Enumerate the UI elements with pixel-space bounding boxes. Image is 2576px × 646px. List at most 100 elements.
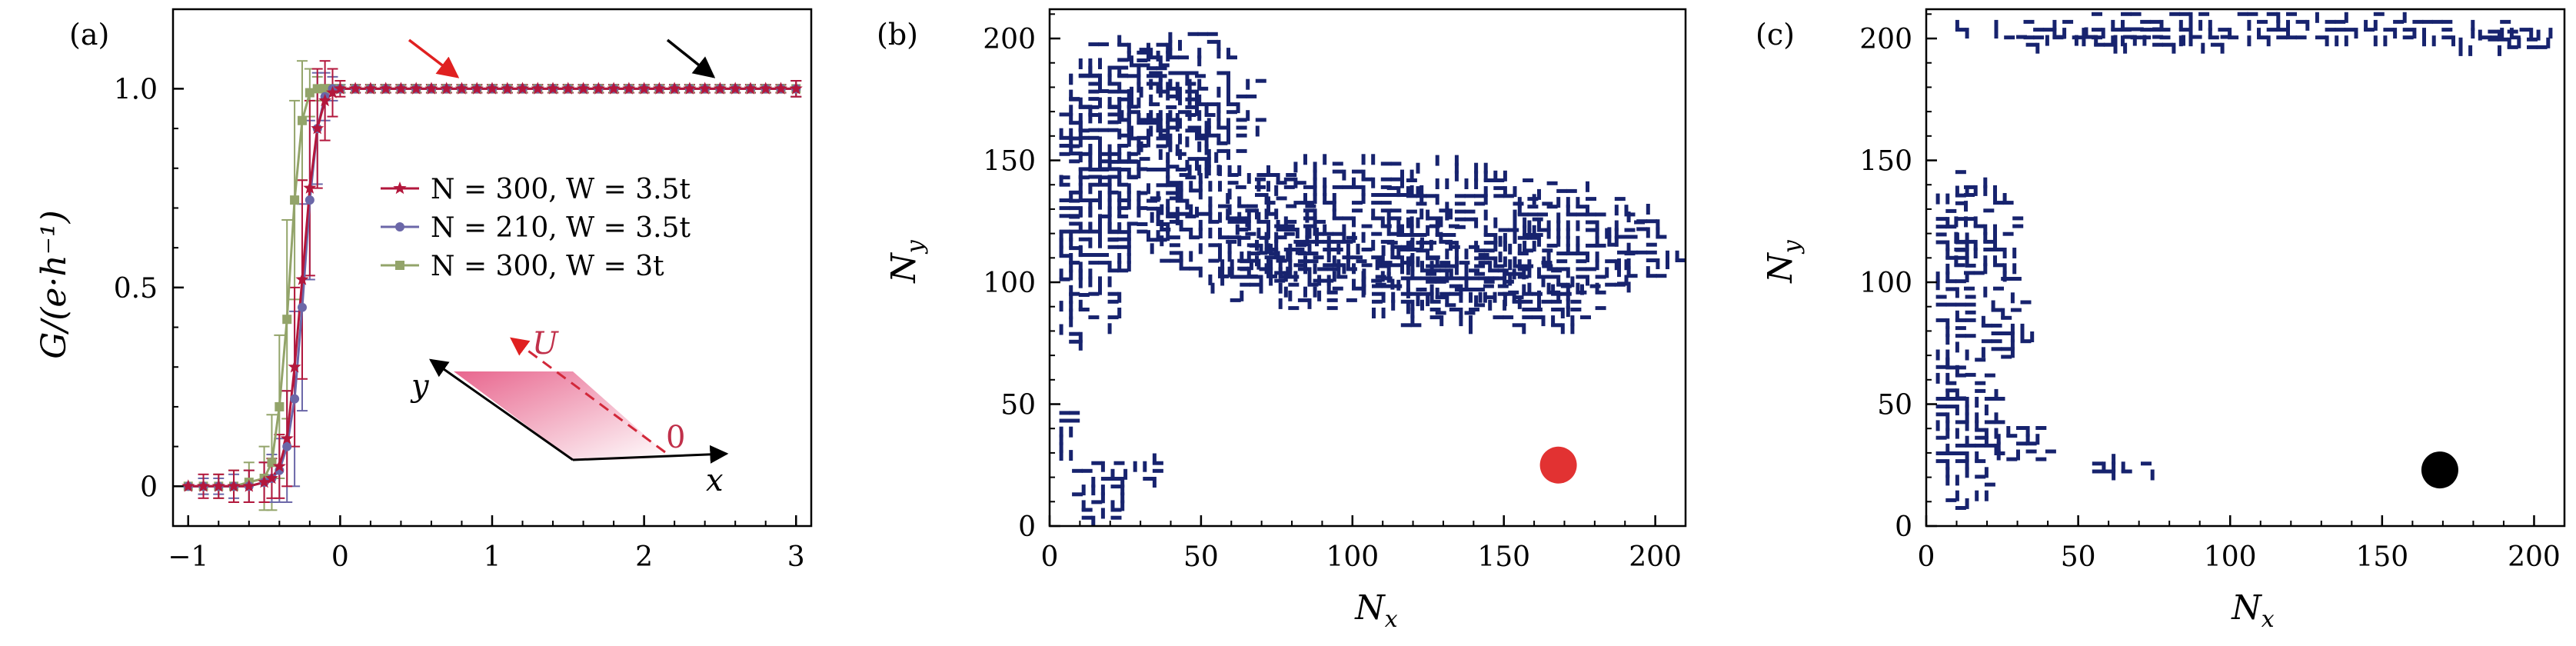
- cluster-site: [2142, 35, 2147, 46]
- cluster-site: [1435, 295, 1446, 300]
- cluster-site: [1361, 185, 1366, 196]
- cluster-site: [1626, 266, 1631, 278]
- cluster-site: [2188, 19, 2193, 31]
- cluster-site: [1276, 235, 1287, 240]
- y-axis-label-a: G/(e·h⁻¹): [35, 210, 74, 359]
- cluster-site: [2006, 434, 2018, 438]
- cluster-site: [1137, 167, 1148, 171]
- cluster-site: [1179, 266, 1190, 271]
- cluster-site: [1179, 258, 1183, 270]
- cluster-site: [2052, 19, 2057, 31]
- cluster-site: [1117, 128, 1122, 140]
- cluster-site: [1381, 245, 1386, 256]
- cluster-site: [1493, 315, 1504, 320]
- cluster-site: [1149, 78, 1153, 90]
- cluster-site: [1498, 251, 1503, 263]
- cluster-site: [1274, 185, 1279, 196]
- cluster-site: [1178, 118, 1182, 129]
- cluster-site: [1255, 208, 1259, 220]
- cluster-site: [1278, 282, 1283, 294]
- cluster-site: [1166, 168, 1170, 178]
- cluster-site: [1342, 239, 1353, 244]
- cluster-site: [1429, 284, 1434, 295]
- cluster-site: [2208, 19, 2212, 31]
- cluster-site: [1617, 235, 1628, 239]
- cluster-site: [1204, 136, 1209, 148]
- cluster-site: [1576, 267, 1587, 271]
- cluster-site: [1346, 267, 1357, 271]
- cluster-site: [1945, 217, 1950, 228]
- cluster-site: [1975, 397, 1979, 408]
- cluster-site: [1246, 251, 1251, 262]
- cluster-site: [1464, 279, 1469, 291]
- cluster-site: [1127, 105, 1138, 109]
- cluster-site: [2393, 28, 2398, 39]
- cluster-site: [1945, 287, 1957, 291]
- cluster-site: [1656, 274, 1667, 278]
- cluster-site: [1551, 308, 1563, 311]
- red-arrow: [408, 38, 460, 78]
- cluster-site: [1069, 246, 1080, 251]
- cluster-site: [1189, 188, 1200, 193]
- cluster-site: [1372, 284, 1383, 288]
- cluster-site: [1537, 220, 1541, 231]
- cluster-site: [1410, 291, 1422, 296]
- cluster-site: [2152, 27, 2164, 32]
- cluster-site: [1107, 175, 1119, 179]
- cluster-site: [1993, 239, 1997, 251]
- legend-marker-3: [395, 261, 404, 270]
- cluster-site: [2121, 19, 2125, 31]
- cluster-site: [1117, 97, 1129, 102]
- cluster-site: [1208, 196, 1213, 208]
- cluster-site: [2471, 19, 2475, 31]
- cluster-site: [1576, 220, 1580, 231]
- cluster-site: [1459, 261, 1470, 265]
- cluster-site: [1166, 50, 1170, 62]
- cluster-site: [1527, 282, 1532, 294]
- cluster-site: [1975, 443, 1986, 448]
- cluster-site: [1187, 71, 1199, 75]
- cluster-site: [1390, 177, 1402, 181]
- cluster-site: [1493, 256, 1498, 268]
- cluster-site: [1307, 259, 1319, 264]
- cluster-site: [1617, 250, 1628, 255]
- cluster-site: [2062, 28, 2067, 39]
- cluster-site: [2016, 426, 2027, 430]
- cluster-site: [1965, 310, 1976, 315]
- cluster-site: [1069, 426, 1073, 438]
- cluster-site: [1107, 315, 1119, 320]
- cluster-site: [1169, 196, 1180, 201]
- cluster-site: [1323, 231, 1334, 236]
- cluster-site: [1313, 193, 1317, 204]
- inset-y-axis: [429, 358, 574, 461]
- cluster-site: [1315, 219, 1326, 224]
- cluster-site: [1178, 148, 1182, 160]
- cluster-site: [1483, 178, 1495, 182]
- cluster-site: [1139, 63, 1150, 68]
- cluster-site: [1117, 113, 1122, 124]
- cluster-site: [1675, 258, 1686, 262]
- cluster-site: [1088, 168, 1100, 171]
- data-point-series-1: [318, 93, 332, 107]
- cluster-site: [2344, 12, 2348, 23]
- cluster-site: [1965, 255, 1969, 267]
- cluster-site: [1416, 201, 1427, 206]
- cluster-site: [1935, 365, 1947, 369]
- cluster-site: [1336, 259, 1341, 271]
- cluster-site: [1513, 271, 1524, 276]
- cluster-site: [1984, 467, 1989, 478]
- cluster-site: [2198, 12, 2210, 16]
- cluster-site: [1607, 227, 1612, 238]
- cluster-site: [1158, 63, 1170, 68]
- cluster-site: [2094, 35, 2098, 46]
- cluster-site: [2286, 28, 2290, 39]
- cluster-site: [1178, 86, 1182, 98]
- cluster-site: [1416, 248, 1427, 253]
- cluster-site: [1488, 299, 1493, 311]
- cluster-site: [1117, 253, 1122, 264]
- cluster-site: [2035, 42, 2040, 54]
- cluster-site: [1346, 298, 1357, 302]
- cluster-site: [2010, 347, 2015, 358]
- cluster-site: [1464, 178, 1469, 189]
